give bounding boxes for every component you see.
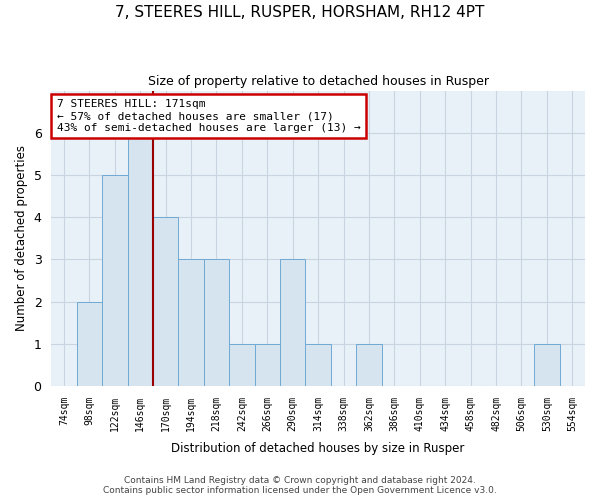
Bar <box>356 344 382 386</box>
Text: Contains HM Land Registry data © Crown copyright and database right 2024.
Contai: Contains HM Land Registry data © Crown c… <box>103 476 497 495</box>
Y-axis label: Number of detached properties: Number of detached properties <box>15 145 28 331</box>
Bar <box>128 133 153 386</box>
Bar <box>305 344 331 386</box>
Text: 7 STEERES HILL: 171sqm
← 57% of detached houses are smaller (17)
43% of semi-det: 7 STEERES HILL: 171sqm ← 57% of detached… <box>56 100 361 132</box>
Bar <box>102 175 128 386</box>
Bar <box>254 344 280 386</box>
Bar <box>280 260 305 386</box>
Bar <box>204 260 229 386</box>
Bar <box>178 260 204 386</box>
Bar <box>77 302 102 386</box>
Title: Size of property relative to detached houses in Rusper: Size of property relative to detached ho… <box>148 75 488 88</box>
Bar <box>229 344 254 386</box>
Bar <box>153 217 178 386</box>
Text: 7, STEERES HILL, RUSPER, HORSHAM, RH12 4PT: 7, STEERES HILL, RUSPER, HORSHAM, RH12 4… <box>115 5 485 20</box>
X-axis label: Distribution of detached houses by size in Rusper: Distribution of detached houses by size … <box>172 442 465 455</box>
Bar <box>534 344 560 386</box>
